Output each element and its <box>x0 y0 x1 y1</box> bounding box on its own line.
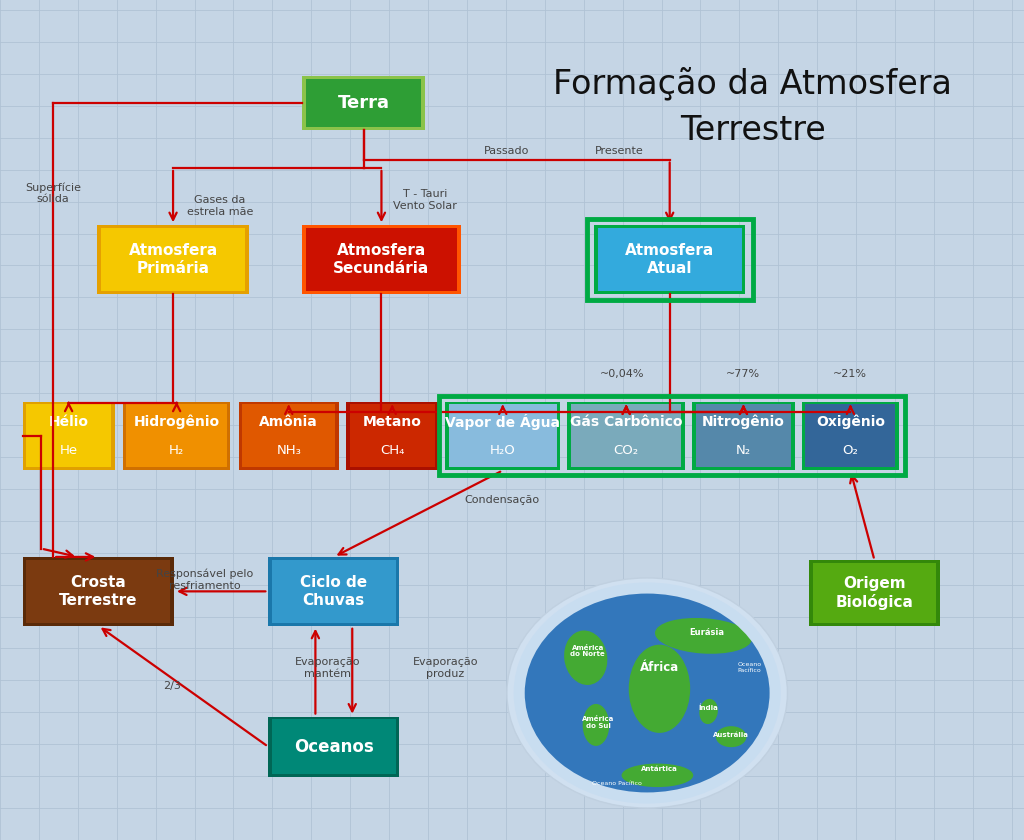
FancyBboxPatch shape <box>305 79 422 128</box>
FancyBboxPatch shape <box>692 402 795 470</box>
Text: CH₄: CH₄ <box>380 444 404 457</box>
Ellipse shape <box>699 699 718 724</box>
Text: América
do Norte: América do Norte <box>570 644 605 658</box>
Text: Atmosfera
Secundária: Atmosfera Secundária <box>334 244 429 276</box>
Text: Passado: Passado <box>484 146 529 156</box>
Text: Condensação: Condensação <box>464 495 540 505</box>
Text: H₂: H₂ <box>169 444 184 457</box>
Text: Oceanos: Oceanos <box>294 738 374 756</box>
FancyBboxPatch shape <box>23 557 174 626</box>
Ellipse shape <box>629 645 690 732</box>
FancyBboxPatch shape <box>696 405 791 467</box>
Text: O₂: O₂ <box>843 444 858 457</box>
Text: Gás Carbônico: Gás Carbônico <box>570 415 682 428</box>
Text: H₂O: H₂O <box>489 444 516 457</box>
FancyBboxPatch shape <box>272 559 395 623</box>
FancyBboxPatch shape <box>302 76 425 130</box>
Circle shape <box>507 578 787 808</box>
Text: Índia: Índia <box>698 705 719 711</box>
Ellipse shape <box>622 764 693 787</box>
Ellipse shape <box>716 726 746 748</box>
FancyBboxPatch shape <box>802 402 899 470</box>
FancyBboxPatch shape <box>100 228 246 291</box>
Text: Terrestre: Terrestre <box>680 113 825 147</box>
FancyBboxPatch shape <box>567 402 685 470</box>
Bar <box>439 396 905 475</box>
Text: N₂: N₂ <box>736 444 751 457</box>
FancyBboxPatch shape <box>597 228 741 291</box>
Text: ~0,04%: ~0,04% <box>600 369 645 379</box>
FancyBboxPatch shape <box>127 405 226 467</box>
FancyBboxPatch shape <box>449 405 557 467</box>
Text: Terra: Terra <box>338 94 389 112</box>
Text: Oceano
Pacífico: Oceano Pacífico <box>737 663 762 673</box>
Ellipse shape <box>583 704 609 746</box>
Text: Gases da
estrela mãe: Gases da estrela mãe <box>187 195 253 217</box>
Text: Atmosfera
Atual: Atmosfera Atual <box>625 244 715 276</box>
Text: Vapor de Água: Vapor de Água <box>445 413 560 430</box>
FancyBboxPatch shape <box>445 402 560 470</box>
FancyBboxPatch shape <box>805 405 895 467</box>
Text: Hélio: Hélio <box>48 415 89 428</box>
Text: Eurásia: Eurásia <box>689 628 724 637</box>
Text: Atmosfera
Primária: Atmosfera Primária <box>128 244 218 276</box>
FancyBboxPatch shape <box>123 402 230 470</box>
Text: Crosta
Terrestre: Crosta Terrestre <box>59 575 137 607</box>
Bar <box>587 219 753 300</box>
Text: Amônia: Amônia <box>259 415 318 428</box>
Text: 2/3: 2/3 <box>163 681 181 691</box>
FancyBboxPatch shape <box>268 557 399 626</box>
Text: Origem
Biológica: Origem Biológica <box>836 576 913 610</box>
Text: Presente: Presente <box>595 146 644 156</box>
FancyBboxPatch shape <box>97 225 249 294</box>
Text: América
do Sul: América do Sul <box>582 716 614 729</box>
FancyBboxPatch shape <box>809 560 940 626</box>
FancyBboxPatch shape <box>27 559 170 623</box>
FancyBboxPatch shape <box>350 405 434 467</box>
FancyBboxPatch shape <box>27 405 111 467</box>
Ellipse shape <box>564 631 607 685</box>
Text: Evaporação
mantém: Evaporação mantém <box>295 657 360 679</box>
Text: Antártica: Antártica <box>641 765 678 772</box>
FancyBboxPatch shape <box>302 225 461 294</box>
Ellipse shape <box>655 618 752 654</box>
Text: He: He <box>59 444 78 457</box>
Text: CO₂: CO₂ <box>613 444 639 457</box>
Text: ~21%: ~21% <box>833 369 867 379</box>
FancyBboxPatch shape <box>23 402 115 470</box>
FancyBboxPatch shape <box>243 405 336 467</box>
FancyBboxPatch shape <box>813 563 936 623</box>
Text: Austrália: Austrália <box>713 732 750 738</box>
FancyBboxPatch shape <box>305 228 457 291</box>
Text: África: África <box>640 661 679 675</box>
Text: Responsável pelo
resfriamento: Responsável pelo resfriamento <box>157 569 253 591</box>
Text: Nitrogênio: Nitrogênio <box>702 414 784 429</box>
Text: NH₃: NH₃ <box>276 444 301 457</box>
Text: ~77%: ~77% <box>726 369 761 379</box>
FancyBboxPatch shape <box>239 402 339 470</box>
FancyBboxPatch shape <box>346 402 438 470</box>
Text: Superfície
sólida: Superfície sólida <box>26 182 81 204</box>
Text: Hidrogênio: Hidrogênio <box>133 414 220 429</box>
Text: Metano: Metano <box>362 415 422 428</box>
Circle shape <box>519 588 775 798</box>
FancyBboxPatch shape <box>594 225 745 294</box>
FancyBboxPatch shape <box>268 717 399 777</box>
FancyBboxPatch shape <box>272 719 395 774</box>
Text: T - Tauri
Vento Solar: T - Tauri Vento Solar <box>393 189 457 211</box>
Text: Evaporação
produz: Evaporação produz <box>413 657 478 679</box>
Text: Oxigênio: Oxigênio <box>816 414 885 429</box>
Text: Oceano Pacífico: Oceano Pacífico <box>592 781 641 786</box>
FancyBboxPatch shape <box>571 405 682 467</box>
Text: Formação da Atmosfera: Formação da Atmosfera <box>553 67 952 101</box>
Text: Ciclo de
Chuvas: Ciclo de Chuvas <box>300 575 368 607</box>
